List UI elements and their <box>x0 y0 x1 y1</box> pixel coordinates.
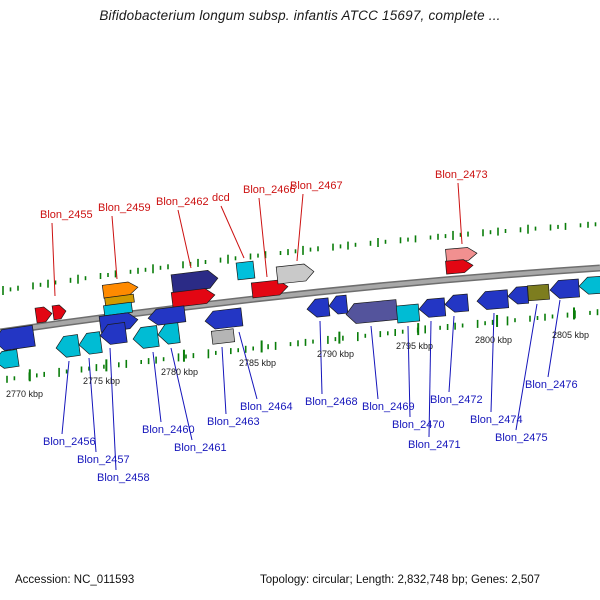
leader-line-reverse <box>370 325 379 400</box>
gene-arrow-blon-2455a-fwd[interactable] <box>34 306 53 324</box>
gene-label-blon-2460[interactable]: Blon_2460 <box>142 424 195 436</box>
topology-text: Topology: circular; Length: 2,832,748 bp… <box>260 574 541 586</box>
gene-label-blon-2456[interactable]: Blon_2456 <box>43 436 96 448</box>
status-bar: Accession: NC_011593 Topology: circular;… <box>0 571 600 595</box>
gene-label-blon-2471[interactable]: Blon_2471 <box>408 439 461 451</box>
gene-arrow-blon-2459c-fwd[interactable] <box>103 301 133 317</box>
gene-label-blon-2476[interactable]: Blon_2476 <box>525 379 578 391</box>
gene-label-blon-2473[interactable]: Blon_2473 <box>435 169 488 181</box>
gene-arrow-gene-left-edge2-rev[interactable] <box>0 348 20 369</box>
scale-label: 2785 kbp <box>239 358 276 368</box>
leader-line-forward <box>296 193 304 262</box>
gene-arrow-gene-left-edge1-rev[interactable] <box>0 324 36 352</box>
gene-arrow-blon-2459a-fwd[interactable] <box>101 281 139 299</box>
gene-arrow-blon-2462b-fwd[interactable] <box>170 287 216 308</box>
gene-arrow-blon-2473b-fwd[interactable] <box>445 259 474 275</box>
genome-backbone-core <box>0 266 600 334</box>
scale-label: 2805 kbp <box>552 330 589 340</box>
gene-label-blon-2472[interactable]: Blon_2472 <box>430 394 483 406</box>
gene-label-blon-2466[interactable]: Blon_2466 <box>243 184 296 196</box>
gene-arrow-blon-2470-rev[interactable] <box>395 303 421 324</box>
leader-line-reverse <box>88 357 97 453</box>
gene-arrow-blon-2458-rev[interactable] <box>99 321 128 345</box>
gene-label-blon-2468[interactable]: Blon_2468 <box>305 396 358 408</box>
gene-label-blon-2461[interactable]: Blon_2461 <box>174 442 227 454</box>
leader-line-reverse <box>319 320 323 395</box>
gene-arrow-blon-2461-rev[interactable] <box>157 321 181 345</box>
gene-arrow-blon-2460-rev[interactable] <box>132 325 160 350</box>
scale-label: 2775 kbp <box>83 376 120 386</box>
gene-arrow-blon-2466-fwd[interactable] <box>250 279 289 299</box>
leader-line-reverse <box>407 325 411 418</box>
gene-arrow-dcd-fwd[interactable] <box>235 260 256 281</box>
leader-line-forward <box>51 222 56 297</box>
gene-arrow-gene-right-edge-rev[interactable] <box>578 275 600 295</box>
gene-label-blon-2455[interactable]: Blon_2455 <box>40 209 93 221</box>
gene-arrow-blon-2471-rev[interactable] <box>418 297 447 318</box>
leader-line-reverse <box>428 320 432 438</box>
leader-line-reverse <box>152 351 162 423</box>
gene-arrow-blon-2457-rev[interactable] <box>78 331 103 356</box>
gene-arrow-blon-2474a-rev[interactable] <box>476 289 510 310</box>
gene-label-blon-2469[interactable]: Blon_2469 <box>362 401 415 413</box>
leader-line-reverse <box>61 360 70 435</box>
gene-label-blon-2474[interactable]: Blon_2474 <box>470 414 523 426</box>
leader-line-reverse <box>109 347 117 471</box>
gene-arrow-blon-2455b-fwd[interactable] <box>51 304 67 321</box>
accession-text: Accession: NC_011593 <box>15 574 135 586</box>
gene-label-dcd[interactable]: dcd <box>212 192 230 204</box>
gene-arrow-blon-2474b-rev[interactable] <box>507 285 530 305</box>
gene-arrow-blon-2464-rev[interactable] <box>204 307 244 330</box>
gene-label-blon-2459[interactable]: Blon_2459 <box>98 202 151 214</box>
scale-label: 2795 kbp <box>396 341 433 351</box>
page-title: Bifidobacterium longum subsp. infantis A… <box>99 8 501 23</box>
scale-label: 2800 kbp <box>475 335 512 345</box>
gene-arrow-blon-2456-rev[interactable] <box>55 334 81 359</box>
leader-line-forward <box>220 205 245 259</box>
leader-line-forward <box>177 209 192 269</box>
gene-label-blon-2458[interactable]: Blon_2458 <box>97 472 150 484</box>
gene-arrow-blon-2473a-fwd[interactable] <box>445 247 478 263</box>
gene-label-blon-2464[interactable]: Blon_2464 <box>240 401 293 413</box>
gene-arrow-blon-2475-rev[interactable] <box>527 283 550 302</box>
gene-arrow-blon-2469-rev[interactable] <box>345 299 399 325</box>
gene-arrow-blon-2468b-rev[interactable] <box>328 294 349 315</box>
gene-arrow-gene-blue-mid-rev[interactable] <box>147 305 187 326</box>
gene-arrow-blon-2463-rev[interactable] <box>210 328 236 345</box>
leader-line-reverse <box>490 312 495 413</box>
scale-label: 2780 kbp <box>161 367 198 377</box>
scale-label: 2790 kbp <box>317 349 354 359</box>
leader-line-reverse <box>238 331 258 400</box>
leader-line-reverse <box>221 346 227 415</box>
gene-arrow-blon-2472-rev[interactable] <box>444 293 470 313</box>
leader-line-reverse <box>547 299 561 378</box>
gene-arrow-blon-2476-rev[interactable] <box>549 278 580 299</box>
leader-line-forward <box>457 182 463 245</box>
scale-label: 2770 kbp <box>6 389 43 399</box>
gene-arrow-blon-2467-fwd[interactable] <box>275 263 315 285</box>
leader-line-reverse <box>448 315 455 393</box>
leader-line-reverse <box>515 303 538 431</box>
gene-arrow-blon-2462a-fwd[interactable] <box>170 269 219 294</box>
gene-label-blon-2457[interactable]: Blon_2457 <box>77 454 130 466</box>
gene-arrow-blon-2468a-rev[interactable] <box>306 297 331 318</box>
gene-label-blon-2463[interactable]: Blon_2463 <box>207 416 260 428</box>
gene-label-blon-2470[interactable]: Blon_2470 <box>392 419 445 431</box>
leader-line-reverse <box>170 347 193 441</box>
gene-label-blon-2462[interactable]: Blon_2462 <box>156 196 209 208</box>
gene-label-blon-2475[interactable]: Blon_2475 <box>495 432 548 444</box>
leader-line-forward <box>111 215 118 280</box>
gene-label-blon-2467[interactable]: Blon_2467 <box>290 180 343 192</box>
leader-line-forward <box>258 197 268 278</box>
